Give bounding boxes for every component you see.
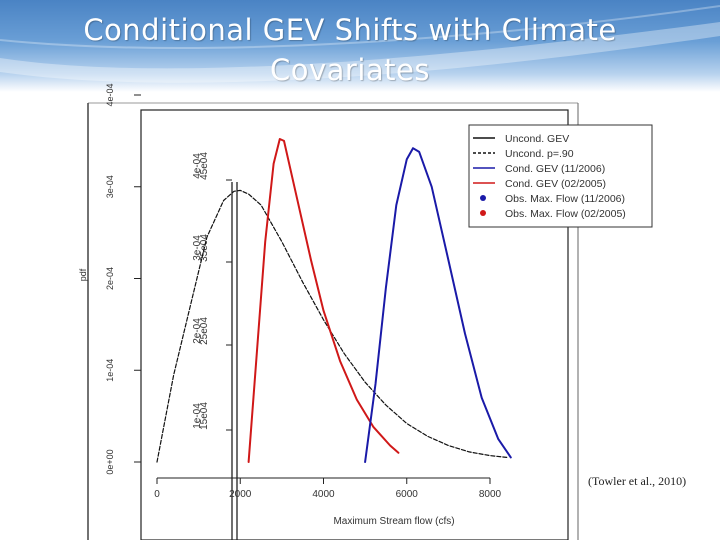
x-tick-label: 4000 <box>312 489 335 500</box>
legend: Uncond. GEV Uncond. p=.90 Cond. GEV (11/20… <box>468 124 653 228</box>
legend-label: Uncond. p=.90 <box>505 148 574 160</box>
series-layer <box>156 138 512 463</box>
overlay-y-tick-label: 3e-04 <box>192 235 203 261</box>
y-tick-label: 4e-04 <box>105 83 115 106</box>
legend-label: Uncond. GEV <box>505 133 569 145</box>
legend-label: Obs. Max. Flow (02/2005) <box>505 208 626 220</box>
legend-box <box>468 124 653 228</box>
x-tick-label: 0 <box>154 489 160 500</box>
series-line-cond-gev-11-2006 <box>364 147 512 463</box>
x-axis-label: Maximum Stream flow (cfs) <box>333 516 454 527</box>
legend-marker <box>480 195 486 201</box>
legend-label: Obs. Max. Flow (11/2006) <box>505 193 625 205</box>
y-tick-label: 1e-04 <box>105 359 115 382</box>
y-tick-label: 2e-04 <box>105 267 115 290</box>
slide-header <box>0 0 720 92</box>
legend-label: Cond. GEV (02/2005) <box>505 178 606 190</box>
overlay-y-tick-label: 1e-04 <box>192 403 203 429</box>
legend-label: Cond. GEV (11/2006) <box>505 163 605 175</box>
citation-text: (Towler et al., 2010) <box>588 474 687 488</box>
overlay-y-tick-label-shadow: 45e04 <box>199 152 210 180</box>
series-line-uncond-gev <box>156 189 508 463</box>
x-tick-label: 6000 <box>396 489 419 500</box>
legend-marker <box>480 210 486 216</box>
y-tick-label: 3e-04 <box>105 175 115 198</box>
y-tick-label: 0e+00 <box>105 449 115 474</box>
x-tick-label: 8000 <box>479 489 502 500</box>
header-swoosh-decoration <box>0 5 720 83</box>
overlay-y-tick-label: 2e-04 <box>192 318 203 344</box>
overlay-y-tick-label: 4e-04 <box>192 153 203 179</box>
y-axis-label: pdf <box>78 268 88 281</box>
series-line-cond-gev-02-2005 <box>247 138 400 463</box>
plot-box <box>140 109 569 540</box>
overlay-y-tick-label-shadow: 15e04 <box>199 402 210 430</box>
x-tick-label: 2000 <box>229 489 252 500</box>
overlay-y-tick-label-shadow: 25e04 <box>199 317 210 345</box>
slide-title: Conditional GEV Shifts with Climate Cova… <box>83 13 617 87</box>
